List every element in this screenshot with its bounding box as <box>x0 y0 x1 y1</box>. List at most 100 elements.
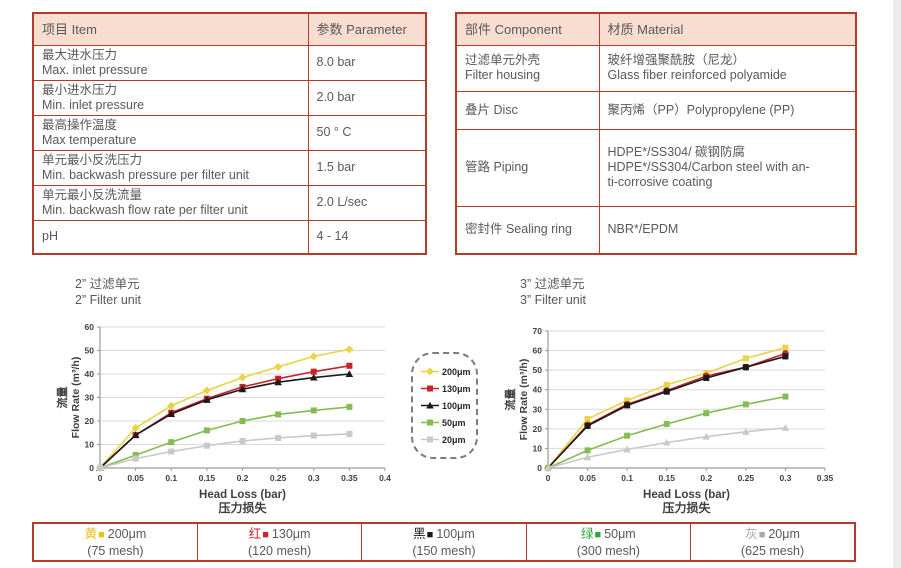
svg-text:0.35: 0.35 <box>817 473 834 483</box>
material-cell: 聚丙烯（PP）Polypropylene (PP) <box>598 90 857 130</box>
svg-text:70: 70 <box>533 326 543 336</box>
value-cell: 4 - 14 <box>307 219 427 255</box>
legend-label: 200μm <box>442 366 471 377</box>
chart-3in-filter-unit: 0 10 20 30 40 50 60 70 0 0.05 0.1 0.15 0.2 0.25 0.3 0.3… <box>503 326 834 515</box>
color-name-cn: 黑 <box>413 526 426 541</box>
chart-2in-filter-unit: 0 10 20 30 40 50 60 0 0.05 0.1 0.15 0.2 0.25 0.3 0.35 0… <box>55 322 391 515</box>
svg-text:Head Loss (bar): Head Loss (bar) <box>643 489 730 501</box>
svg-text:30: 30 <box>533 404 543 414</box>
color-swatch-icon: ■ <box>594 528 602 541</box>
mesh-label: (625 mesh) <box>740 543 805 558</box>
table-row: 最小进水压力 Min. inlet pressure 2.0 bar <box>32 79 427 116</box>
legend-marker-icon <box>421 401 439 409</box>
component-cell: 叠片 Disc <box>455 90 600 130</box>
svg-text:60: 60 <box>533 346 543 356</box>
table-row: 叠片 Disc 聚丙烯（PP）Polypropylene (PP) <box>455 90 857 130</box>
color-name-cn: 红 <box>248 526 262 541</box>
legend-label: 100μm <box>442 400 471 411</box>
legend-label: 50μm <box>442 417 466 428</box>
material-cell: 玻纤增强聚酰胺（尼龙） Glass fiber reinforced polyam… <box>598 44 857 92</box>
table-row: 管路 Piping HDPE*/SS304/ 碳钢防腐 HDPE*/SS304/C… <box>455 128 857 207</box>
svg-text:0.1: 0.1 <box>165 473 177 483</box>
svg-text:压力损失: 压力损失 <box>662 500 711 515</box>
mesh-label: (300 mesh) <box>576 543 640 558</box>
svg-text:Flow Rate (m³/h): Flow Rate (m³/h) <box>518 359 530 441</box>
chart-3in-title-cn: 3” 过滤单元 <box>520 277 585 291</box>
material-header: 材质 Material <box>598 12 857 46</box>
svg-text:0.35: 0.35 <box>341 473 358 483</box>
item-cell: 单元最小反洗流量 Min. backwash flow rate per filt… <box>32 184 309 221</box>
value-cell: 1.5 bar <box>307 149 427 186</box>
svg-text:0.25: 0.25 <box>738 473 755 483</box>
svg-text:0.3: 0.3 <box>308 473 320 483</box>
micron-label: 200μm <box>107 526 147 541</box>
color-swatch-icon: ■ <box>758 528 766 541</box>
micron-legend-box: 200μm 130μm 100μm 50μm 20μm <box>411 352 478 459</box>
legend-item: 20μm <box>420 431 476 448</box>
legend-label: 130μm <box>442 383 471 394</box>
micron-label: 100μm <box>436 526 475 541</box>
color-name-cn: 绿 <box>581 526 594 541</box>
svg-text:0.3: 0.3 <box>780 473 792 483</box>
svg-text:0.15: 0.15 <box>199 473 216 483</box>
legend-label: 20μm <box>442 434 466 445</box>
table-header-row: 部件 Component 材质 Material <box>455 12 857 46</box>
chart-2in-title: 2” 过滤单元 2” Filter unit <box>75 276 141 308</box>
item-header: 项目 Item <box>32 12 309 46</box>
legend-marker-icon <box>421 419 439 426</box>
table-row: 过滤单元外壳 Filter housing 玻纤增强聚酰胺（尼龙） Glass fi… <box>455 44 857 92</box>
micron-label: 130μm <box>271 526 311 541</box>
mesh-label: (75 mesh) <box>87 543 144 558</box>
table-row: 最高操作温度 Max temperature 50 ° C <box>32 114 427 151</box>
svg-text:0.25: 0.25 <box>270 473 287 483</box>
svg-text:40: 40 <box>533 385 543 395</box>
svg-text:Flow Rate (m³/h): Flow Rate (m³/h) <box>70 357 82 439</box>
value-cell: 2.0 L/sec <box>307 184 427 221</box>
legend-cell-200um: 黄■ 200μm (75 mesh) <box>32 522 198 562</box>
legend-cell-130um: 红■ 130μm (120 mesh) <box>196 522 363 562</box>
table-row: 黄■ 200μm (75 mesh) 红■ 130μm (120 mesh) 黑■ 1… <box>32 522 856 562</box>
legend-item: 130μm <box>420 380 476 397</box>
chart-3in-title-en: 3” Filter unit <box>520 293 586 307</box>
item-cell: 单元最小反洗压力 Min. backwash pressure per filte… <box>32 149 309 186</box>
page-edge-strip <box>893 0 901 568</box>
color-legend-table: 黄■ 200μm (75 mesh) 红■ 130μm (120 mesh) 黑■ 1… <box>32 522 856 562</box>
component-cell: 管路 Piping <box>455 128 600 207</box>
legend-item: 50μm <box>420 414 476 431</box>
mesh-label: (150 mesh) <box>412 543 476 558</box>
svg-text:0.05: 0.05 <box>127 473 144 483</box>
svg-text:10: 10 <box>85 440 95 450</box>
value-cell: 50 ° C <box>307 114 427 151</box>
micron-label: 20μm <box>768 526 800 541</box>
svg-text:0.1: 0.1 <box>621 473 633 483</box>
material-table: 部件 Component 材质 Material 过滤单元外壳 Filter ho… <box>455 12 857 255</box>
legend-marker-icon <box>421 385 439 392</box>
legend-item: 100μm <box>420 397 476 414</box>
svg-text:0.4: 0.4 <box>379 473 391 483</box>
svg-text:0: 0 <box>546 473 551 483</box>
color-name-cn: 黄 <box>84 526 98 541</box>
color-name-cn: 灰 <box>745 526 758 541</box>
component-cell: 密封件 Sealing ring <box>455 205 600 255</box>
svg-text:0: 0 <box>89 463 94 473</box>
svg-text:30: 30 <box>85 393 95 403</box>
svg-text:流量: 流量 <box>55 387 69 409</box>
svg-text:60: 60 <box>85 322 95 332</box>
svg-text:0.2: 0.2 <box>700 473 712 483</box>
svg-text:Head Loss (bar): Head Loss (bar) <box>199 489 286 501</box>
component-cell: 过滤单元外壳 Filter housing <box>455 44 600 92</box>
color-swatch-icon: ■ <box>262 528 269 541</box>
component-header: 部件 Component <box>455 12 600 46</box>
table-row: 最大进水压力 Max. inlet pressure 8.0 bar <box>32 44 427 81</box>
parameter-table: 项目 Item 参数 Parameter 最大进水压力 Max. inlet pr… <box>32 12 427 255</box>
svg-text:20: 20 <box>85 416 95 426</box>
legend-item: 200μm <box>420 363 476 380</box>
chart-2in-title-en: 2” Filter unit <box>75 293 141 307</box>
color-swatch-icon: ■ <box>426 528 434 541</box>
value-cell: 2.0 bar <box>307 79 427 116</box>
legend-cell-20um: 灰■ 20μm (625 mesh) <box>690 522 856 562</box>
svg-text:0.05: 0.05 <box>579 473 596 483</box>
chart-2in-title-cn: 2” 过滤单元 <box>75 277 140 291</box>
mesh-label: (120 mesh) <box>247 543 312 558</box>
